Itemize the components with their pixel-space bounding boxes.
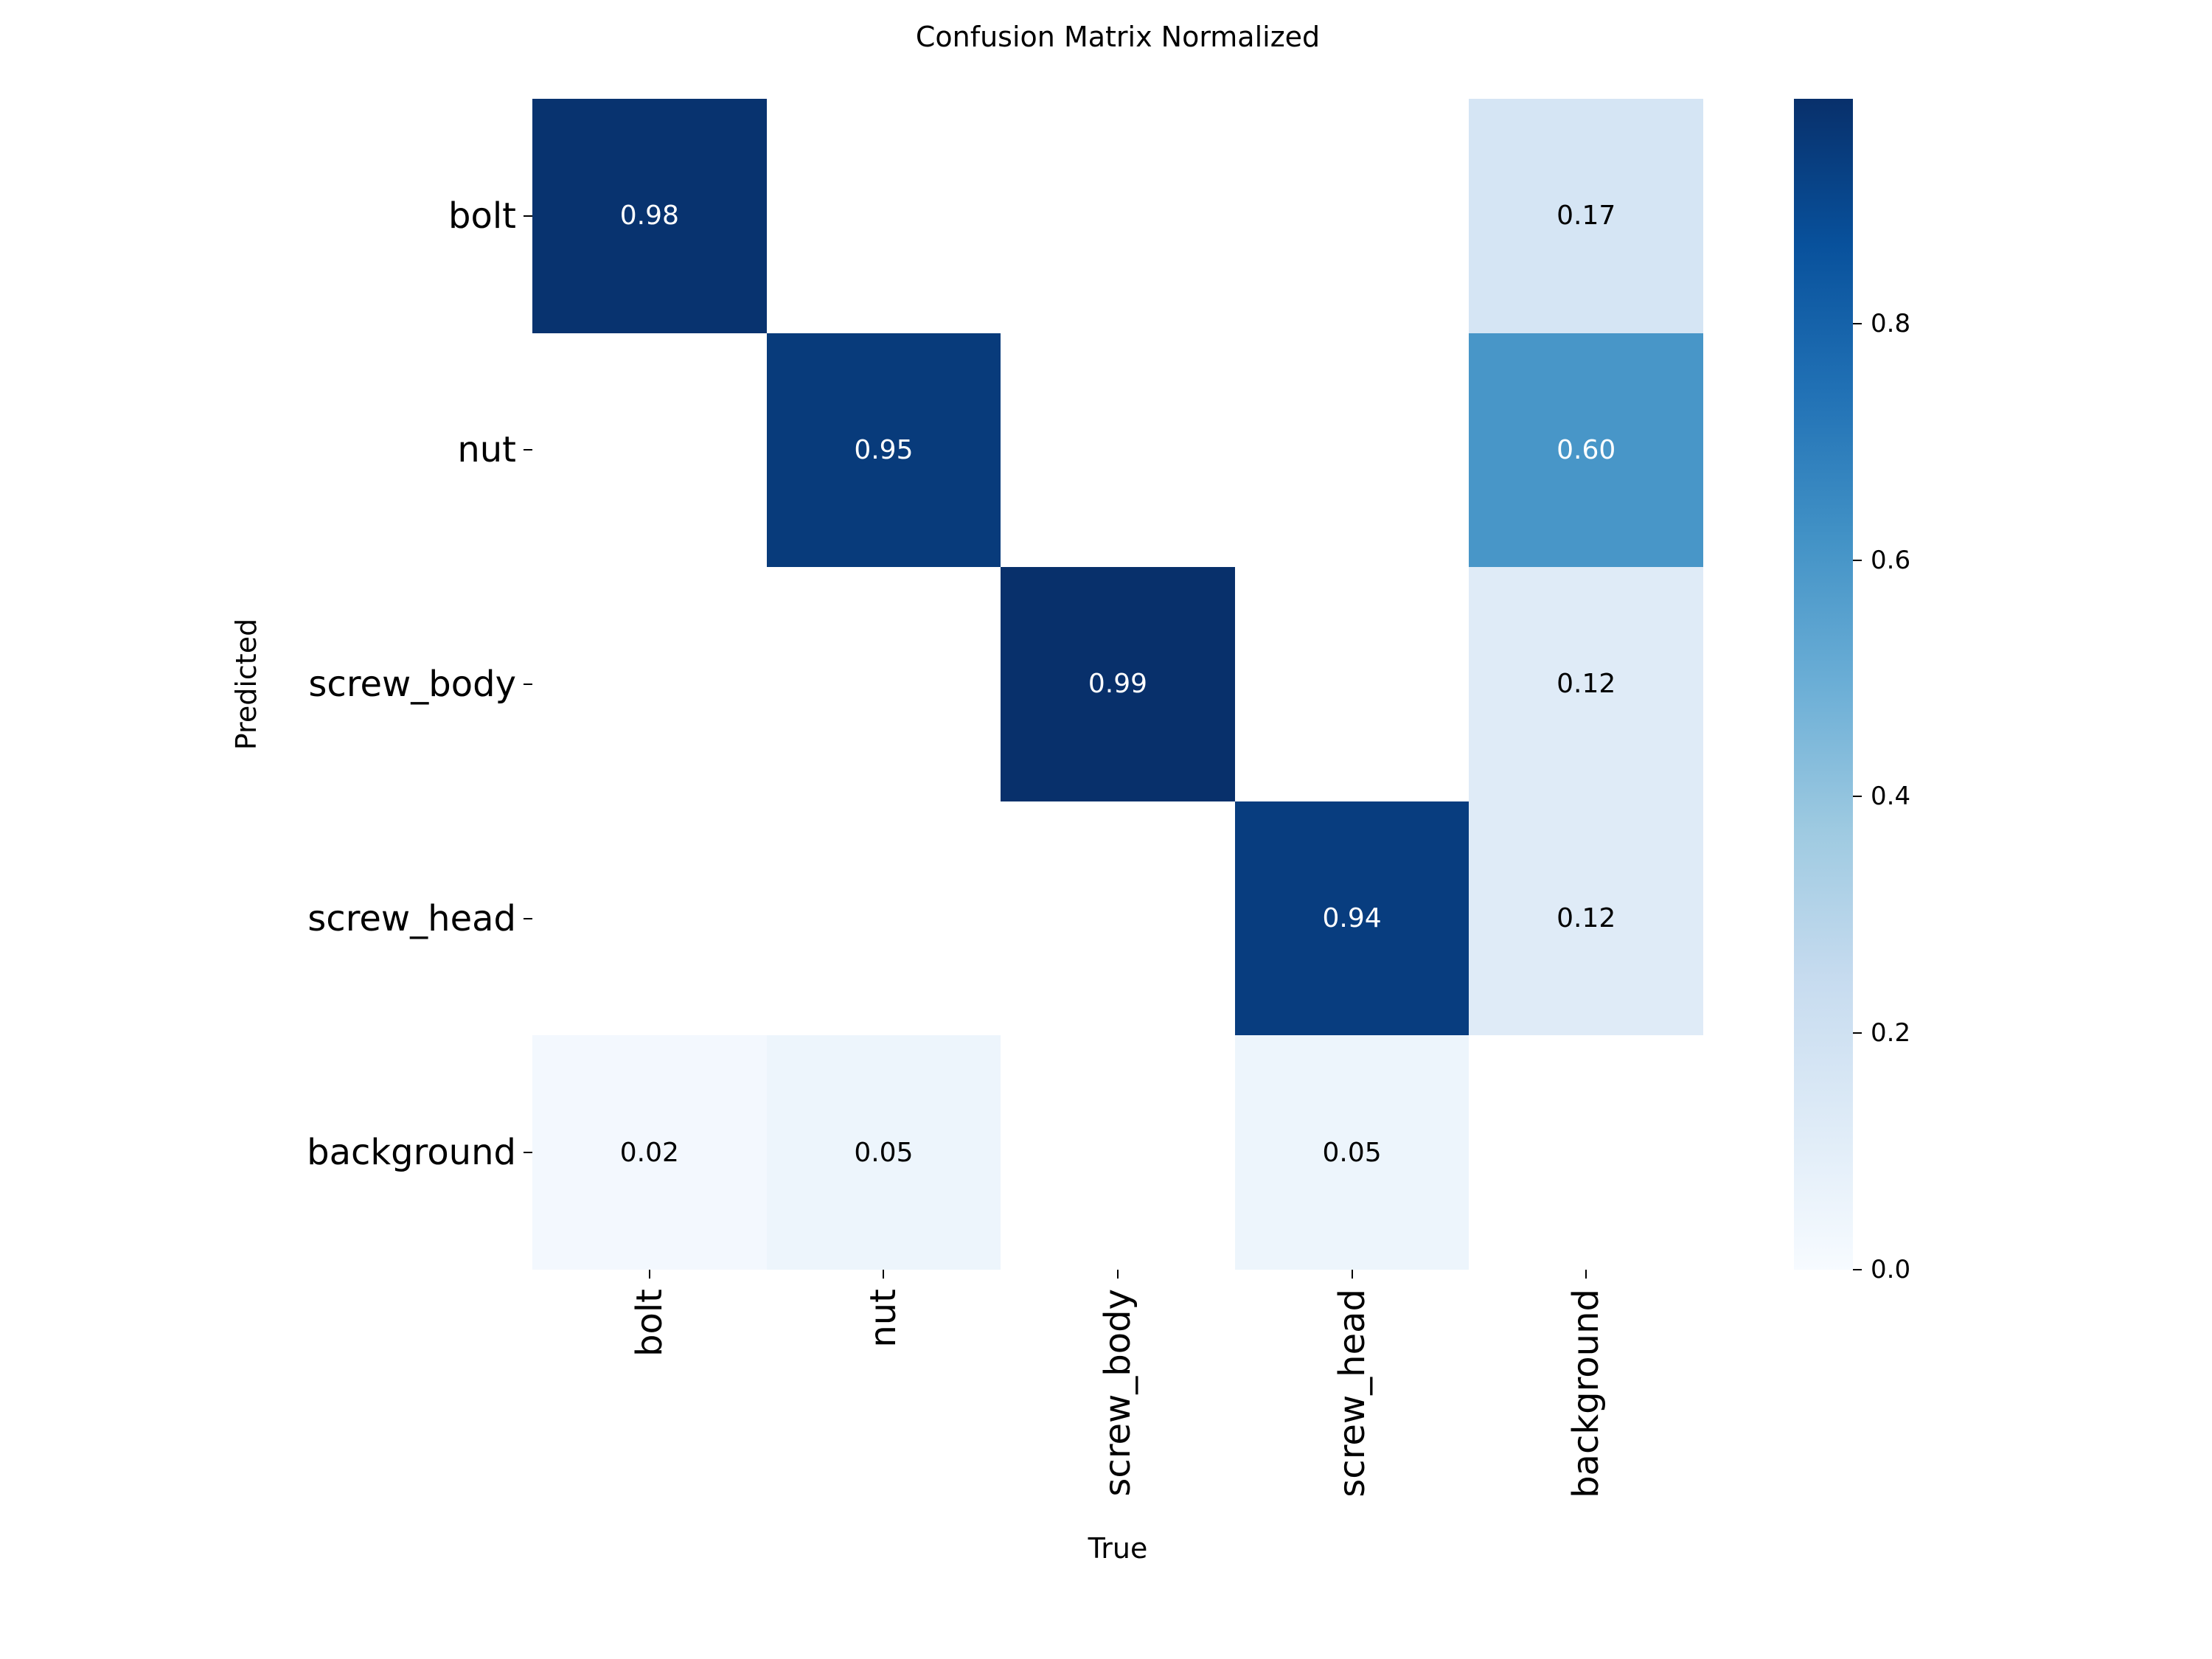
colorbar-tickmark	[1853, 1032, 1862, 1034]
heatmap-cell-bolt-screw_head	[1234, 99, 1470, 333]
heatmap-cell-bolt-bolt: 0.98	[532, 99, 767, 333]
chart-title: Confusion Matrix Normalized	[915, 21, 1321, 53]
heatmap-cell-bolt-background: 0.17	[1469, 99, 1703, 333]
y-tick-label-background: background	[307, 1132, 516, 1174]
colorbar-tickmark	[1853, 1269, 1862, 1270]
heatmap-cell-background-screw_body	[1001, 1035, 1235, 1270]
heatmap-cell-background-screw_head: 0.05	[1234, 1035, 1470, 1270]
x-tickmark	[1585, 1270, 1587, 1279]
x-tickmark	[1117, 1270, 1119, 1279]
heatmap-cell-screw_head-bolt	[532, 801, 767, 1036]
y-tickmark	[524, 684, 532, 685]
y-tickmark	[524, 917, 532, 919]
heatmap-cell-screw_head-screw_body	[1001, 801, 1235, 1036]
heatmap-cell-bolt-screw_body	[1001, 99, 1235, 333]
colorbar-tick-label-0.4: 0.4	[1871, 782, 1911, 812]
x-tick-label-nut: nut	[863, 1289, 905, 1348]
colorbar-tickmark	[1853, 322, 1862, 324]
heatmap-cell-nut-nut: 0.95	[766, 333, 1001, 568]
y-tickmark	[524, 1152, 532, 1154]
heatmap-cell-nut-screw_body	[1001, 333, 1235, 568]
y-axis-label: Predicted	[230, 618, 262, 751]
colorbar-gradient	[1794, 99, 1853, 1270]
y-tick-label-nut: nut	[457, 429, 516, 471]
heatmap-cell-background-background	[1469, 1035, 1703, 1270]
colorbar-tickmark	[1853, 559, 1862, 561]
heatmap-cell-screw_head-nut	[766, 801, 1001, 1036]
y-tick-label-screw_head: screw_head	[307, 897, 516, 939]
y-tick-label-bolt: bolt	[448, 195, 516, 237]
colorbar-tick-label-0.6: 0.6	[1871, 545, 1911, 575]
colorbar-tick-label-0.8: 0.8	[1871, 308, 1911, 338]
colorbar-tick-label-0.0: 0.0	[1871, 1255, 1911, 1284]
colorbar-tick-label-0.2: 0.2	[1871, 1018, 1911, 1048]
heatmap-cell-screw_head-screw_head: 0.94	[1234, 801, 1470, 1036]
heatmap-cell-nut-background: 0.60	[1469, 333, 1703, 568]
x-tickmark	[648, 1270, 650, 1279]
heatmap-cell-screw_body-nut	[766, 567, 1001, 801]
heatmap-cell-background-bolt: 0.02	[532, 1035, 767, 1270]
colorbar-tickmark	[1853, 796, 1862, 798]
heatmap-cell-nut-screw_head	[1234, 333, 1470, 568]
heatmap-cell-screw_body-screw_head	[1234, 567, 1470, 801]
heatmap-cell-screw_body-bolt	[532, 567, 767, 801]
heatmap-cell-screw_body-background: 0.12	[1469, 567, 1703, 801]
x-tickmark	[883, 1270, 885, 1279]
heatmap-cell-bolt-nut	[766, 99, 1001, 333]
y-tickmark	[524, 215, 532, 217]
x-tick-label-background: background	[1565, 1289, 1607, 1498]
heatmap-cell-screw_head-background: 0.12	[1469, 801, 1703, 1036]
y-tickmark	[524, 449, 532, 451]
x-tick-label-bolt: bolt	[628, 1289, 670, 1357]
heatmap-cell-background-nut: 0.05	[766, 1035, 1001, 1270]
x-tick-label-screw_body: screw_body	[1097, 1289, 1138, 1497]
y-tick-label-screw_body: screw_body	[308, 664, 516, 705]
heatmap-cell-screw_body-screw_body: 0.99	[1001, 567, 1235, 801]
x-tick-label-screw_head: screw_head	[1331, 1289, 1373, 1498]
heatmap-grid: 0.98 0.17 0.95 0.60 0.99 0.12 0.94 0.12 0.02 0.05…	[532, 99, 1703, 1270]
x-axis-label: True	[1088, 1532, 1148, 1565]
x-tickmark	[1351, 1270, 1353, 1279]
heatmap-cell-nut-bolt	[532, 333, 767, 568]
